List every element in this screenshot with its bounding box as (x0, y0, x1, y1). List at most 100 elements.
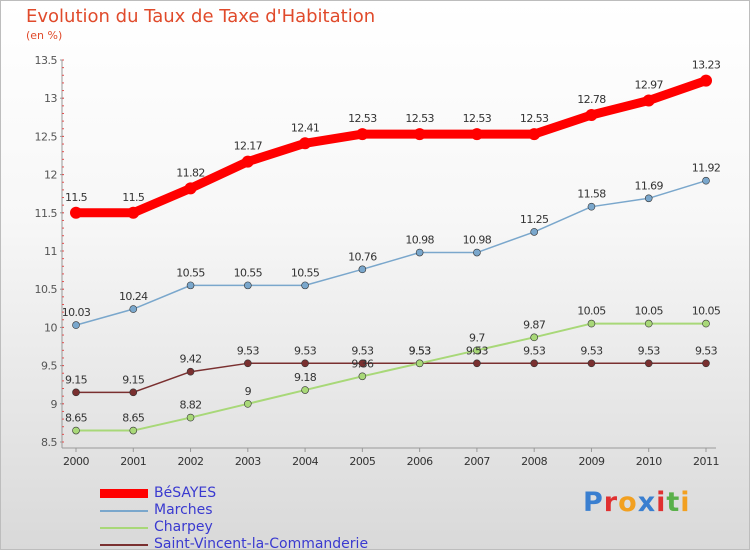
data-point (301, 386, 309, 394)
data-point (587, 359, 596, 368)
data-point (127, 206, 140, 219)
data-label: 9.53 (523, 344, 546, 357)
data-point (299, 137, 312, 150)
data-label: 10.76 (348, 250, 377, 263)
data-label: 12.17 (234, 140, 263, 153)
data-point (186, 413, 195, 422)
x-tick-label: 2004 (292, 455, 318, 468)
data-label: 10.98 (405, 234, 434, 247)
data-label: 10.98 (463, 234, 492, 247)
data-label: 10.55 (291, 266, 320, 279)
legend-label-marches: Marches (154, 502, 213, 518)
data-label: 10.55 (234, 266, 263, 279)
data-point (587, 319, 596, 328)
logo-letter: i (656, 487, 667, 518)
data-point (301, 359, 309, 368)
data-point (186, 367, 195, 376)
y-tick-label: 9.5 (41, 360, 57, 373)
x-tick-label: 2008 (521, 455, 547, 468)
x-tick-label: 2006 (407, 455, 433, 468)
data-point (473, 248, 481, 257)
series-line-1 (75, 179, 707, 326)
data-label: 9.53 (351, 344, 374, 357)
data-label: 11.25 (520, 213, 549, 226)
x-tick-label: 2007 (464, 455, 490, 468)
data-label: 12.78 (577, 93, 606, 106)
y-tick-label: 8.5 (41, 436, 57, 449)
logo-letter: x (637, 487, 657, 518)
data-point (72, 426, 80, 435)
data-point (530, 228, 538, 236)
data-label: 10.05 (577, 305, 606, 318)
data-point (642, 94, 655, 107)
proxiti-logo: Proxiti (583, 487, 691, 518)
logo-letter: t (666, 487, 681, 518)
chart-title: Evolution du Taux de Taxe d'Habitation (26, 6, 376, 27)
y-tick-label: 9 (51, 398, 58, 411)
data-label: 9.7 (469, 331, 485, 344)
logo-letter: i (680, 487, 691, 518)
data-point (72, 388, 80, 397)
y-tick-label: 10 (44, 321, 57, 334)
data-label: 12.53 (520, 112, 549, 125)
data-point (241, 155, 254, 168)
data-label: 12.53 (463, 112, 492, 125)
data-label: 9.53 (409, 344, 432, 357)
data-point (184, 182, 197, 195)
data-label: 9.53 (294, 344, 317, 357)
data-point (244, 359, 252, 368)
data-point (358, 359, 367, 368)
data-label: 10.05 (634, 305, 663, 318)
legend-swatch-saint-vincent (100, 544, 148, 546)
data-label: 9.53 (580, 344, 603, 357)
data-label: 11.69 (634, 179, 663, 192)
data-point (702, 176, 710, 185)
data-label: 12.53 (348, 112, 377, 125)
data-label: 11.58 (577, 188, 606, 201)
data-point (470, 128, 483, 141)
data-point (644, 319, 653, 328)
logo-letter: o (618, 487, 638, 518)
data-point (415, 359, 424, 368)
y-tick-label: 11.5 (35, 207, 58, 220)
data-label: 13.23 (692, 59, 721, 72)
chart-data-labels: 9.15 9.15 9.42 9.53 9.53 9.53 9.53 9.53 9.53 9.53… (62, 59, 722, 425)
y-tick-label: 11 (44, 245, 57, 258)
logo-letter: r (603, 487, 619, 518)
data-point (473, 359, 481, 368)
data-point (129, 305, 138, 313)
legend-item-marches: Marches (100, 502, 420, 519)
data-point (244, 281, 252, 290)
data-point (530, 333, 538, 342)
data-label: 9 (245, 385, 252, 398)
data-label: 9.53 (237, 344, 260, 357)
x-tick-label: 2010 (636, 455, 662, 468)
data-label: 8.65 (122, 412, 145, 425)
data-point (415, 248, 424, 257)
data-label: 9.15 (122, 373, 145, 386)
data-point (301, 281, 309, 290)
series-line-2 (75, 322, 707, 432)
data-label: 9.36 (351, 357, 374, 370)
legend: BéSAYES Marches Charpey Saint-Vincent-la… (100, 485, 420, 553)
y-tick-label: 12 (44, 169, 57, 182)
data-label: 9.42 (179, 353, 201, 366)
y-tick-label: 12.5 (35, 130, 58, 143)
legend-item-besayes: BéSAYES (100, 485, 420, 502)
data-label: 8.82 (179, 399, 201, 412)
x-tick-label: 2002 (178, 455, 204, 468)
data-point (702, 319, 710, 328)
data-label: 9.87 (523, 318, 546, 331)
legend-item-charpey: Charpey (100, 519, 420, 536)
chart-subtitle: (en %) (26, 29, 63, 42)
legend-swatch-charpey (100, 527, 148, 529)
legend-swatch-besayes (100, 489, 148, 498)
x-tick-label: 2009 (578, 455, 604, 468)
data-label: 11.5 (65, 191, 88, 204)
data-label: 9.53 (695, 344, 718, 357)
data-label: 11.92 (692, 162, 721, 175)
data-label: 9.53 (409, 344, 432, 357)
data-point (700, 74, 712, 87)
